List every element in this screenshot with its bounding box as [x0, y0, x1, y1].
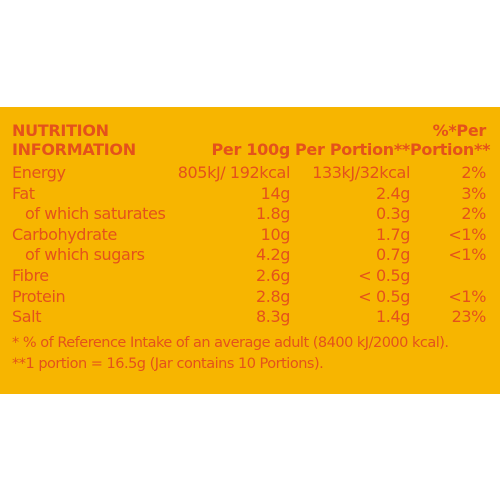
per-100g-value: 2.8g	[255, 286, 290, 306]
header-title-line1: NUTRITION	[12, 121, 109, 140]
table-row-fibre: Fibre 2.6g < 0.5g	[12, 266, 486, 287]
per-portion-value: 1.4g	[375, 307, 410, 327]
header-per-portion: Per Portion**	[295, 140, 410, 159]
table-row-sugars: of which sugars 4.2g 0.7g <1%	[12, 245, 486, 266]
table-row-salt: Salt 8.3g 1.4g 23%	[12, 307, 486, 328]
per-portion-value: 133kJ/32kcal	[312, 163, 410, 182]
header-per-100g: Per 100g	[211, 140, 291, 159]
ri-value: 3%	[461, 183, 486, 203]
table-row-protein: Protein 2.8g < 0.5g <1%	[12, 287, 486, 308]
per-100g-value: 805kJ/ 192kcal	[177, 163, 291, 182]
per-100g-value: 14g	[260, 183, 291, 203]
nutrient-name: of which saturates	[25, 204, 166, 224]
per-100g-value: 2.6g	[255, 265, 290, 285]
per-portion-value: 0.7g	[375, 245, 410, 265]
ri-value: <1%	[448, 245, 486, 265]
nutrient-name: Carbohydrate	[12, 224, 117, 244]
nutrient-name: of which sugars	[25, 245, 145, 265]
per-portion-value: 0.3g	[375, 204, 410, 224]
nutrition-panel: NUTRITION INFORMATION Per 100g Per Porti…	[0, 107, 500, 394]
footnotes: * % of Reference Intake of an average ad…	[12, 333, 492, 374]
per-portion-value: < 0.5g	[358, 265, 410, 285]
table-row-carbohydrate: Carbohydrate 10g 1.7g <1%	[12, 225, 486, 246]
per-100g-value: 10g	[260, 224, 291, 244]
ri-value: 23%	[451, 307, 487, 327]
per-portion-value: < 0.5g	[358, 286, 410, 306]
per-portion-value: 2.4g	[375, 183, 410, 203]
per-100g-value: 4.2g	[255, 245, 290, 265]
ri-value: <1%	[448, 224, 486, 244]
header-ri-line2: Portion**	[410, 140, 491, 159]
nutrient-name: Salt	[12, 307, 42, 327]
table-row-fat: Fat 14g 2.4g 3%	[12, 184, 486, 205]
footnote-portion-size: **1 portion = 16.5g (Jar contains 10 Por…	[12, 355, 324, 372]
nutrition-table-body: Energy 805kJ/ 192kcal 133kJ/32kcal 2% Fa…	[12, 163, 486, 328]
ri-value: <1%	[448, 286, 486, 306]
per-portion-value: 1.7g	[375, 224, 410, 244]
header-title: NUTRITION INFORMATION	[12, 121, 172, 159]
nutrient-name: Fibre	[12, 265, 49, 285]
per-100g-value: 1.8g	[255, 204, 290, 224]
ri-value: 2%	[461, 204, 486, 224]
table-row-energy: Energy 805kJ/ 192kcal 133kJ/32kcal 2%	[12, 163, 486, 184]
per-100g-value: 8.3g	[255, 307, 290, 327]
nutrient-name: Protein	[12, 286, 66, 306]
ri-value: 2%	[461, 163, 486, 182]
nutrition-table-header: NUTRITION INFORMATION Per 100g Per Porti…	[12, 121, 491, 161]
header-reference-intake: %*Per Portion**	[410, 121, 491, 159]
nutrient-name: Fat	[12, 183, 35, 203]
header-title-line2: INFORMATION	[12, 140, 136, 159]
table-row-saturates: of which saturates 1.8g 0.3g 2%	[12, 204, 486, 225]
footnote-reference-intake: * % of Reference Intake of an average ad…	[12, 335, 449, 351]
header-ri-line1: %*Per	[432, 121, 487, 140]
nutrient-name: Energy	[12, 163, 66, 182]
